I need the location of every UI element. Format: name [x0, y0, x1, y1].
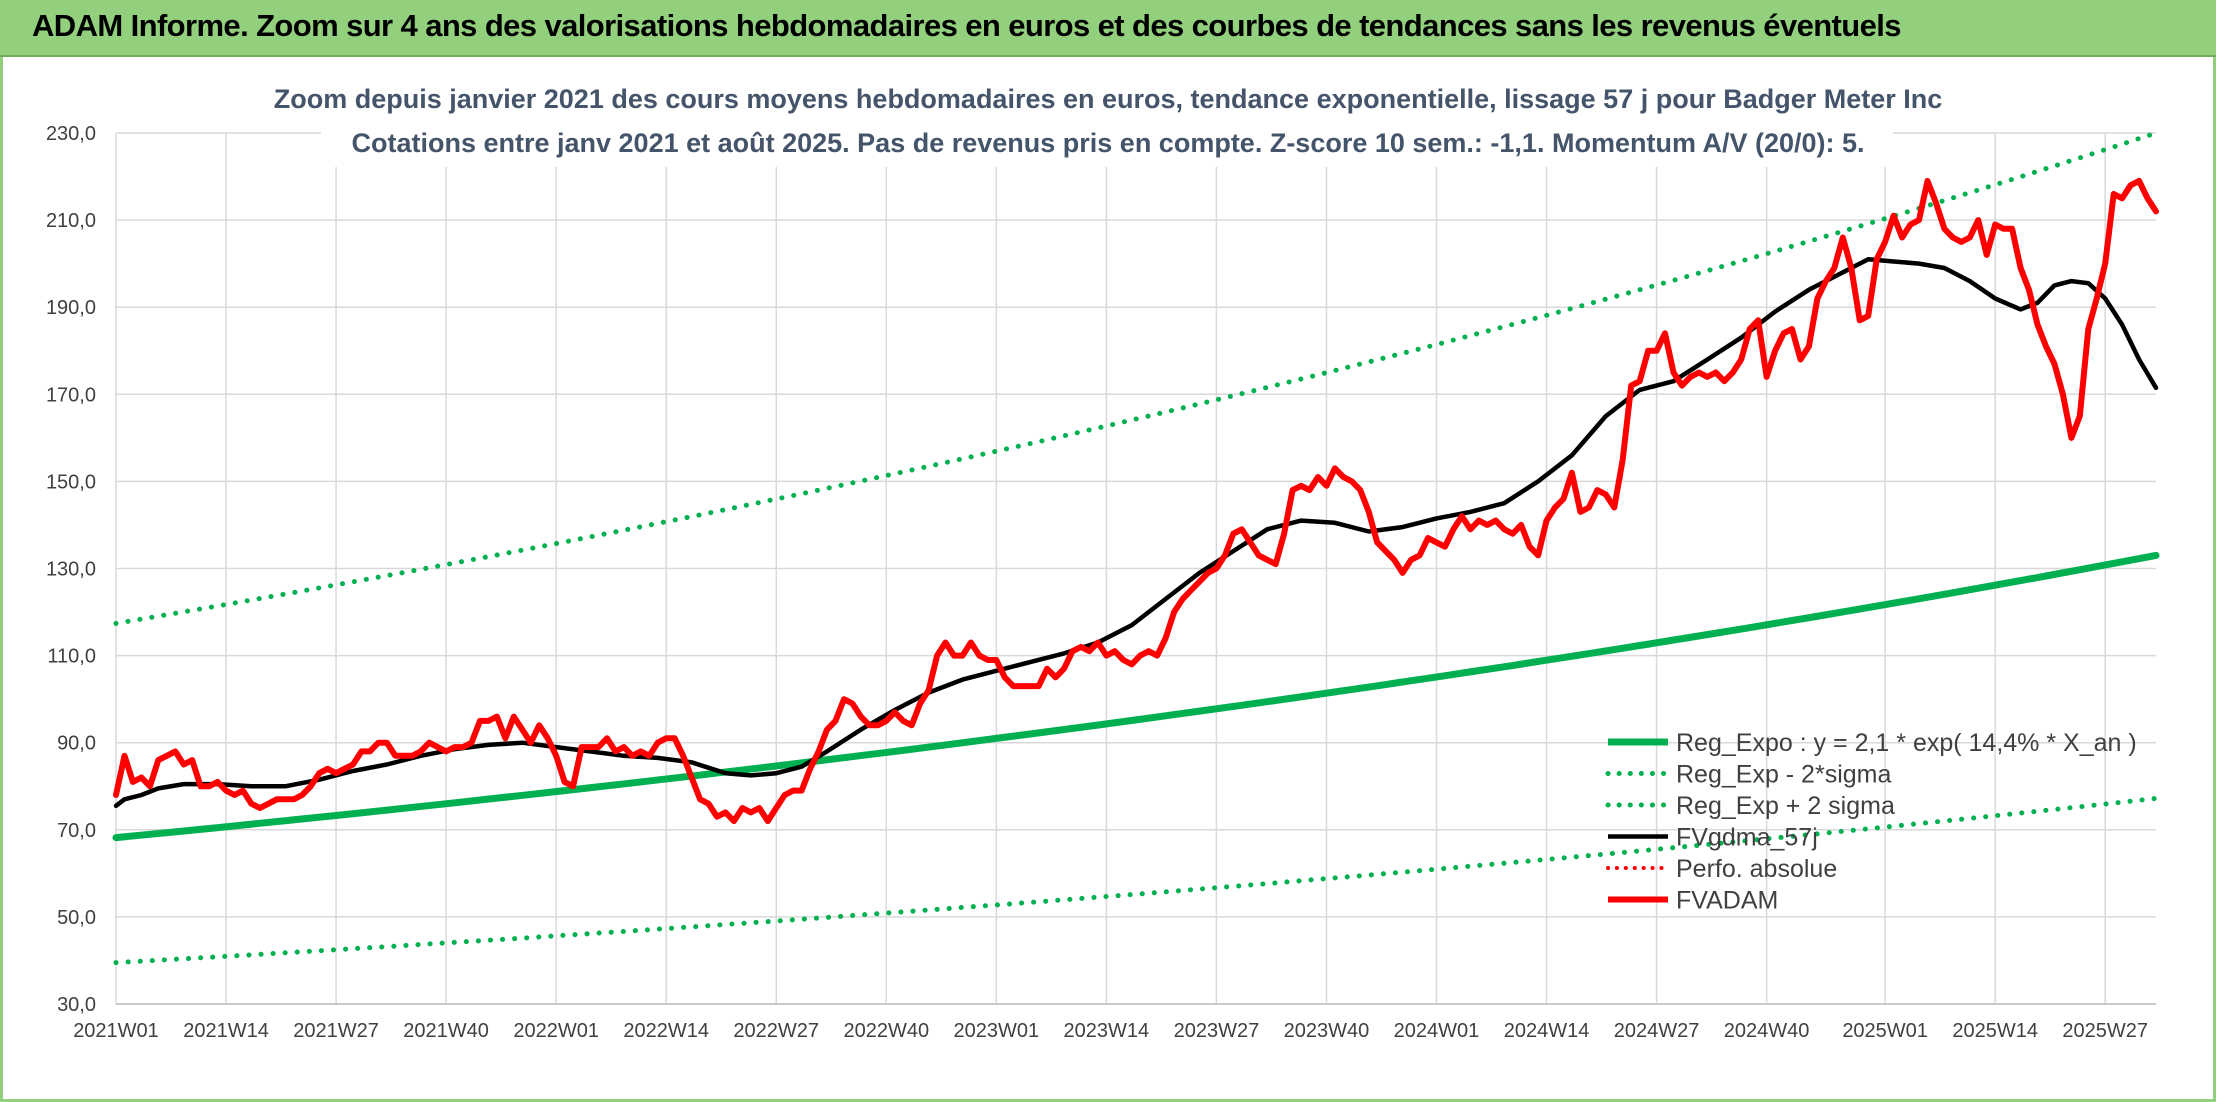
legend-entry-label: Reg_Exp + 2 sigma [1676, 792, 1895, 820]
x-tick-label: 2022W14 [623, 1020, 709, 1042]
y-tick-label: 70,0 [57, 820, 96, 842]
x-tick-label: 2025W14 [1952, 1020, 2038, 1042]
title-background [321, 71, 1893, 167]
y-tick-label: 210,0 [46, 210, 96, 232]
x-tick-label: 2025W01 [1842, 1020, 1928, 1042]
x-tick-label: 2024W01 [1394, 1020, 1480, 1042]
legend-entry-label: FVgdma_57j [1676, 824, 1818, 852]
chart-frame: 230,0 210,0 190,0 170,0 150,0 130,0 110,0 90,0 7… [0, 57, 2216, 1102]
legend-entry-label: Perfo. absolue [1676, 855, 1837, 883]
legend-entry-label: Reg_Expo : y = 2,1 * exp( 14,4% * X_an ) [1676, 729, 2137, 757]
x-tick-label: 2025W27 [2062, 1020, 2148, 1042]
x-tick-label: 2022W01 [513, 1020, 599, 1042]
x-tick-label: 2021W27 [293, 1020, 379, 1042]
legend-entry-label: Reg_Exp - 2*sigma [1676, 761, 1891, 789]
y-tick-label: 170,0 [46, 384, 96, 406]
series-lines [112, 130, 2160, 966]
series-line-reg-expo-y-2-1-exp-14-4-x-an [112, 551, 2160, 842]
y-tick-label: 150,0 [46, 471, 96, 493]
chart-subtitle: Cotations entre janv 2021 et août 2025. … [351, 128, 1864, 158]
x-tick-label: 2024W14 [1504, 1020, 1590, 1042]
y-tick-label: 190,0 [46, 297, 96, 319]
series-line-fvgdma-57j [113, 257, 2159, 809]
x-tick-label: 2022W27 [733, 1020, 819, 1042]
series-line-reg-exp-2-sigma [113, 130, 2159, 626]
x-tick-label: 2021W40 [403, 1020, 489, 1042]
report-header-bar: ADAM Informe. Zoom sur 4 ans des valoris… [0, 0, 2216, 57]
y-tick-label: 130,0 [46, 559, 96, 581]
line-chart: 230,0 210,0 190,0 170,0 150,0 130,0 110,0 90,0 7… [46, 71, 2160, 1042]
x-tick-label: 2023W01 [954, 1020, 1040, 1042]
x-tick-label: 2024W27 [1614, 1020, 1700, 1042]
y-tick-label: 230,0 [46, 123, 96, 145]
x-tick-label: 2021W01 [73, 1020, 159, 1042]
y-tick-label: 110,0 [47, 646, 96, 668]
series-line-reg-exp-2-sigma [113, 795, 2159, 966]
y-tick-label: 50,0 [57, 907, 96, 929]
x-tick-label: 2024W40 [1724, 1020, 1810, 1042]
x-tick-label: 2022W40 [843, 1020, 929, 1042]
axis-labels: 230,0 210,0 190,0 170,0 150,0 130,0 110,0 90,0 7… [46, 123, 2148, 1042]
y-tick-label: 30,0 [57, 994, 96, 1016]
chart-title: Zoom depuis janvier 2021 des cours moyen… [274, 84, 1943, 114]
report-title: ADAM Informe. Zoom sur 4 ans des valoris… [32, 8, 1902, 43]
y-tick-label: 90,0 [57, 733, 96, 755]
grid-lines [115, 71, 2156, 1005]
legend: Reg_Expo : y = 2,1 * exp( 14,4% * X_an )… [1605, 729, 2137, 915]
x-tick-label: 2023W27 [1174, 1020, 1260, 1042]
x-tick-label: 2021W14 [183, 1020, 269, 1042]
legend-entry-label: FVADAM [1676, 887, 1778, 915]
series-line-fvadam [113, 177, 2159, 825]
x-tick-label: 2023W14 [1064, 1020, 1150, 1042]
chart-titles: Zoom depuis janvier 2021 des cours moyen… [274, 84, 1943, 158]
x-tick-label: 2023W40 [1284, 1020, 1370, 1042]
